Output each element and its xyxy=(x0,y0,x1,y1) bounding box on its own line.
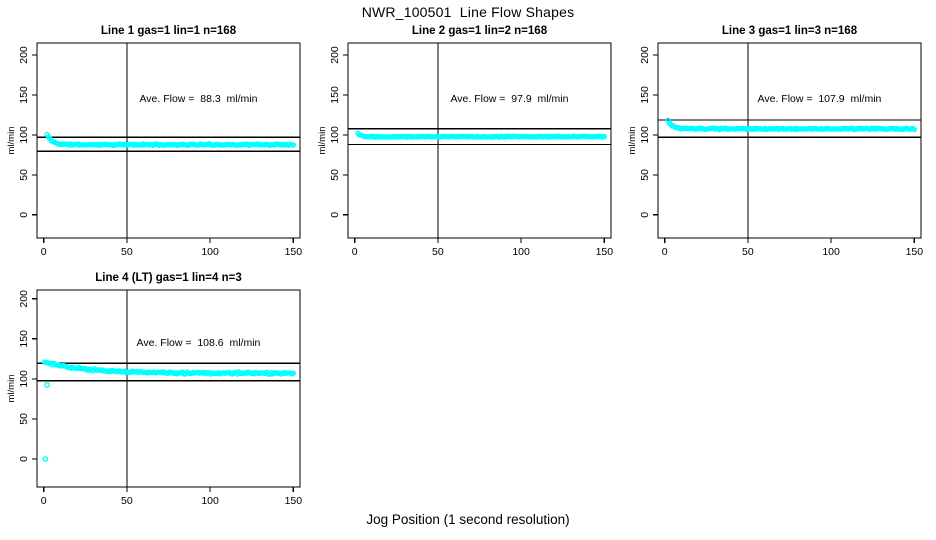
y-tick-label: 100 xyxy=(18,126,30,144)
y-axis-label: ml/min xyxy=(6,375,17,403)
y-tick-label: 50 xyxy=(639,169,651,181)
x-tick-label: 100 xyxy=(512,246,530,258)
x-tick-label: 0 xyxy=(662,246,668,258)
y-tick-label: 0 xyxy=(329,212,341,218)
data-point xyxy=(290,370,296,376)
average-flow-annotation: Ave. Flow = 88.3 ml/min xyxy=(139,93,257,105)
panel-title: Line 1 gas=1 lin=1 n=168 xyxy=(101,25,237,37)
plot-box xyxy=(657,42,922,239)
x-tick-label: 0 xyxy=(41,246,47,258)
panel-title: Line 2 gas=1 lin=2 n=168 xyxy=(412,25,548,37)
y-tick-label: 50 xyxy=(18,169,30,181)
plot-box xyxy=(347,42,612,239)
y-axis-label: ml/min xyxy=(317,127,328,155)
x-tick-label: 50 xyxy=(432,246,444,258)
panel-line-3: 0 50 100 150 0 50 100 150 200 ml/min Line 3 gas=1 … xyxy=(627,25,923,258)
y-tick-label: 200 xyxy=(18,46,30,64)
y-tick-label: 50 xyxy=(329,169,341,181)
panel-title: Line 3 gas=1 lin=3 n=168 xyxy=(722,25,858,37)
y-tick-label: 0 xyxy=(639,212,651,218)
panel-title: Line 4 (LT) gas=1 lin=4 n=3 xyxy=(95,272,241,284)
y-tick-label: 200 xyxy=(18,290,30,308)
y-axis-label: ml/min xyxy=(6,127,17,155)
plot-box xyxy=(36,289,301,488)
x-tick-label: 150 xyxy=(596,246,614,258)
y-tick-label: 150 xyxy=(18,86,30,104)
plot-box xyxy=(36,42,301,239)
y-tick-label: 150 xyxy=(18,330,30,348)
data-point xyxy=(911,126,917,133)
y-tick-label: 0 xyxy=(18,456,30,462)
x-tick-label: 150 xyxy=(906,246,924,258)
y-tick-label: 150 xyxy=(329,86,341,104)
y-tick-label: 150 xyxy=(639,86,651,104)
x-tick-label: 50 xyxy=(742,246,754,258)
flow-scatter-series xyxy=(44,131,296,149)
y-tick-label: 100 xyxy=(329,126,341,144)
flow-scatter-series xyxy=(41,359,296,462)
panel-line-4: 0 50 100 150 0 50 100 150 200 ml/min Line 4 (LT) g… xyxy=(6,272,302,507)
x-tick-label: 150 xyxy=(285,246,303,258)
x-tick-label: 100 xyxy=(822,246,840,258)
average-flow-annotation: Ave. Flow = 97.9 ml/min xyxy=(450,93,568,105)
y-tick-label: 200 xyxy=(329,46,341,64)
x-axis-label: Jog Position (1 second resolution) xyxy=(366,512,570,527)
average-flow-annotation: Ave. Flow = 108.6 ml/min xyxy=(137,337,261,349)
panel-line-2: 0 50 100 150 0 50 100 150 200 ml/min Line 2 gas=1 … xyxy=(317,25,613,258)
average-flow-annotation: Ave. Flow = 107.9 ml/min xyxy=(758,93,882,105)
y-tick-label: 100 xyxy=(639,126,651,144)
x-tick-label: 100 xyxy=(201,246,219,258)
x-tick-label: 50 xyxy=(121,495,133,507)
panel-line-1: 0 50 100 150 0 50 100 150 200 ml/min Line 1 gas=1 … xyxy=(6,25,302,258)
data-point xyxy=(290,142,296,148)
x-tick-label: 50 xyxy=(121,246,133,258)
flow-scatter-series xyxy=(355,130,607,141)
figure-title: NWR_100501 Line Flow Shapes xyxy=(361,4,575,20)
y-tick-label: 200 xyxy=(639,46,651,64)
y-tick-label: 50 xyxy=(18,413,30,425)
outlier-point xyxy=(42,456,49,462)
x-tick-label: 150 xyxy=(285,495,303,507)
data-point xyxy=(601,133,607,140)
flow-scatter-series xyxy=(665,117,917,133)
x-tick-label: 0 xyxy=(41,495,47,507)
outlier-point xyxy=(44,381,50,388)
y-axis-label: ml/min xyxy=(627,127,638,155)
x-tick-label: 100 xyxy=(201,495,219,507)
x-tick-label: 0 xyxy=(352,246,358,258)
y-tick-label: 0 xyxy=(18,212,30,218)
y-tick-label: 100 xyxy=(18,370,30,388)
